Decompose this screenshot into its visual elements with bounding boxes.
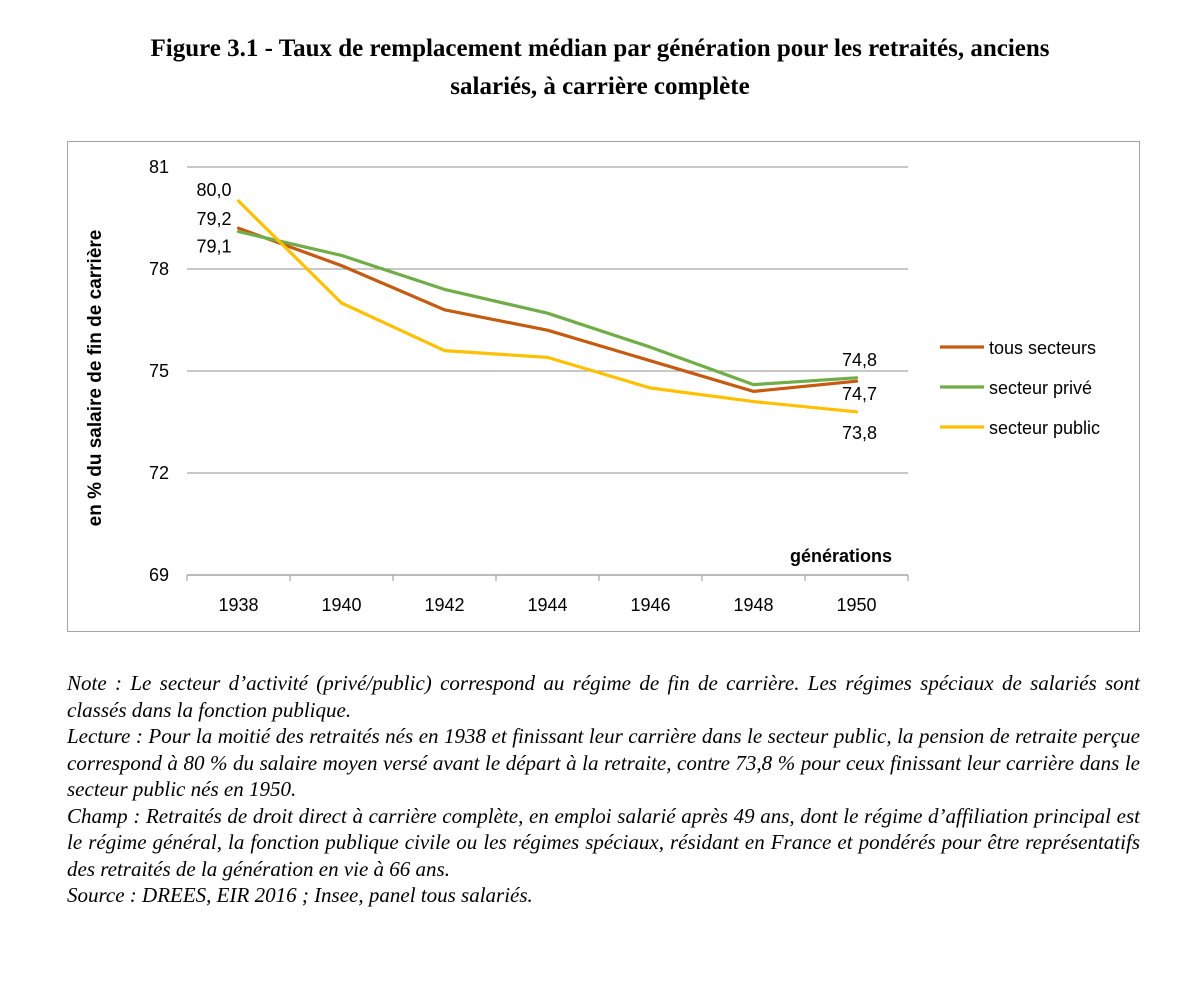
x-axis-label: générations <box>790 546 892 566</box>
series-line-2 <box>236 199 859 414</box>
x-tick-label: 1942 <box>424 595 464 615</box>
grid-layer <box>187 166 908 474</box>
figure-title-line-2: salariés, à carrière complète <box>450 73 750 100</box>
data-label-first-0: 79,2 <box>196 209 231 229</box>
legend: tous secteurs secteur privé secteur public <box>940 338 1100 438</box>
figure-title: Figure 3.1 - Taux de remplacement médian… <box>60 30 1140 106</box>
x-tick-label: 1946 <box>630 595 670 615</box>
y-axis-label: en % du salaire de fin de carrière <box>85 230 106 527</box>
data-label-first-2: 80,0 <box>196 180 231 200</box>
data-label-first-1: 79,1 <box>196 237 231 257</box>
y-tick-label: 78 <box>149 259 169 279</box>
axis-layer: 69 72 75 78 81 1938 1940 1942 1944 1946 1948 1950 <box>149 157 909 615</box>
series-line-1 <box>236 230 859 387</box>
legend-label-2: secteur public <box>989 418 1100 438</box>
series-layer <box>236 199 859 414</box>
legend-label-1: secteur privé <box>989 378 1092 398</box>
source-text: Source : DREES, EIR 2016 ; Insee, panel … <box>67 883 533 907</box>
x-tick-label: 1948 <box>733 595 773 615</box>
figure-title-line-1: Figure 3.1 - Taux de remplacement médian… <box>150 35 1050 62</box>
data-label-layer: 79,2 74,7 79,1 74,8 80,0 73,8 <box>196 180 877 443</box>
series-line-0 <box>236 226 859 393</box>
note-text: Note : Le secteur d’activité (privé/publ… <box>67 671 1140 722</box>
y-tick-label: 81 <box>149 157 169 177</box>
lecture-text: Lecture : Pour la moitié des retraités n… <box>67 724 1140 801</box>
notes-block: Note : Le secteur d’activité (privé/publ… <box>67 670 1140 909</box>
x-tick-label: 1940 <box>321 595 361 615</box>
data-label-last-2: 73,8 <box>842 423 877 443</box>
y-tick-label: 75 <box>149 361 169 381</box>
y-tick-label: 72 <box>149 463 169 483</box>
data-label-last-0: 74,7 <box>842 384 877 404</box>
legend-label-0: tous secteurs <box>989 338 1096 358</box>
x-tick-label: 1944 <box>527 595 567 615</box>
x-tick-label: 1950 <box>836 595 876 615</box>
chart-frame <box>67 141 1140 632</box>
x-tick-label: 1938 <box>218 595 258 615</box>
champ-text: Champ : Retraités de droit direct à carr… <box>67 803 1140 881</box>
y-tick-label: 69 <box>149 565 169 585</box>
data-label-last-1: 74,8 <box>842 350 877 370</box>
